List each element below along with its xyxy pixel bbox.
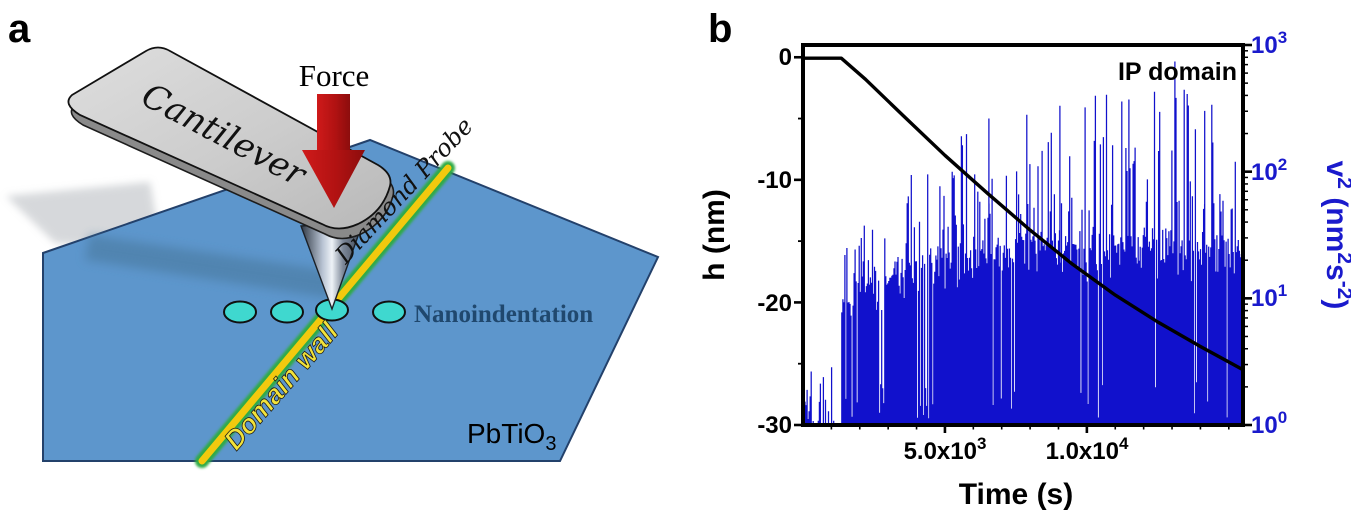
panel-a-illustration: a Force Cantilever Diamond Probe Domai [6,7,660,468]
v2-noise-bars [802,61,1244,425]
panel-b-chart: b 0 -10 -20 -30 5.0x103 1.0x104 103 102 … [700,7,1351,511]
nanoindentation-mark [372,300,406,324]
left-tick-label: 0 [779,44,792,71]
left-tick-label: -10 [757,167,792,194]
x-tick-label: 5.0x103 [904,434,987,465]
force-arrow [302,94,365,208]
domain-annotation: IP domain [1118,58,1237,86]
right-tick-label: 102 [1251,155,1287,186]
indentation-depth-line [801,56,1245,372]
material-label: PbTiO3 [467,418,556,455]
y-axis-label-left: h (nm) [700,189,731,281]
v2-noise-series [802,61,1244,425]
right-tick-label: 103 [1251,28,1287,59]
plot-frame [801,43,1245,427]
right-tick-label: 101 [1251,281,1287,312]
y-axis-label-right: v2 (nm2s-2) [1320,161,1351,310]
cantilever-surface-shadow [85,235,340,298]
axis-ticks [794,43,1252,433]
right-tick-label: 100 [1251,408,1287,439]
cantilever-plate [67,46,392,230]
nanoindentation-mark [270,300,304,324]
force-label: Force [299,58,370,93]
left-tick-label: -30 [757,412,792,439]
nanoindentation-mark [223,300,257,324]
left-tick-label: -20 [757,290,792,317]
panel-a-label: a [8,7,31,51]
panel-b-label: b [708,7,732,51]
x-tick-label: 1.0x104 [1046,434,1129,465]
x-axis-label: Time (s) [959,478,1073,511]
nanoindentation-label: Nanoindentation [414,301,593,328]
